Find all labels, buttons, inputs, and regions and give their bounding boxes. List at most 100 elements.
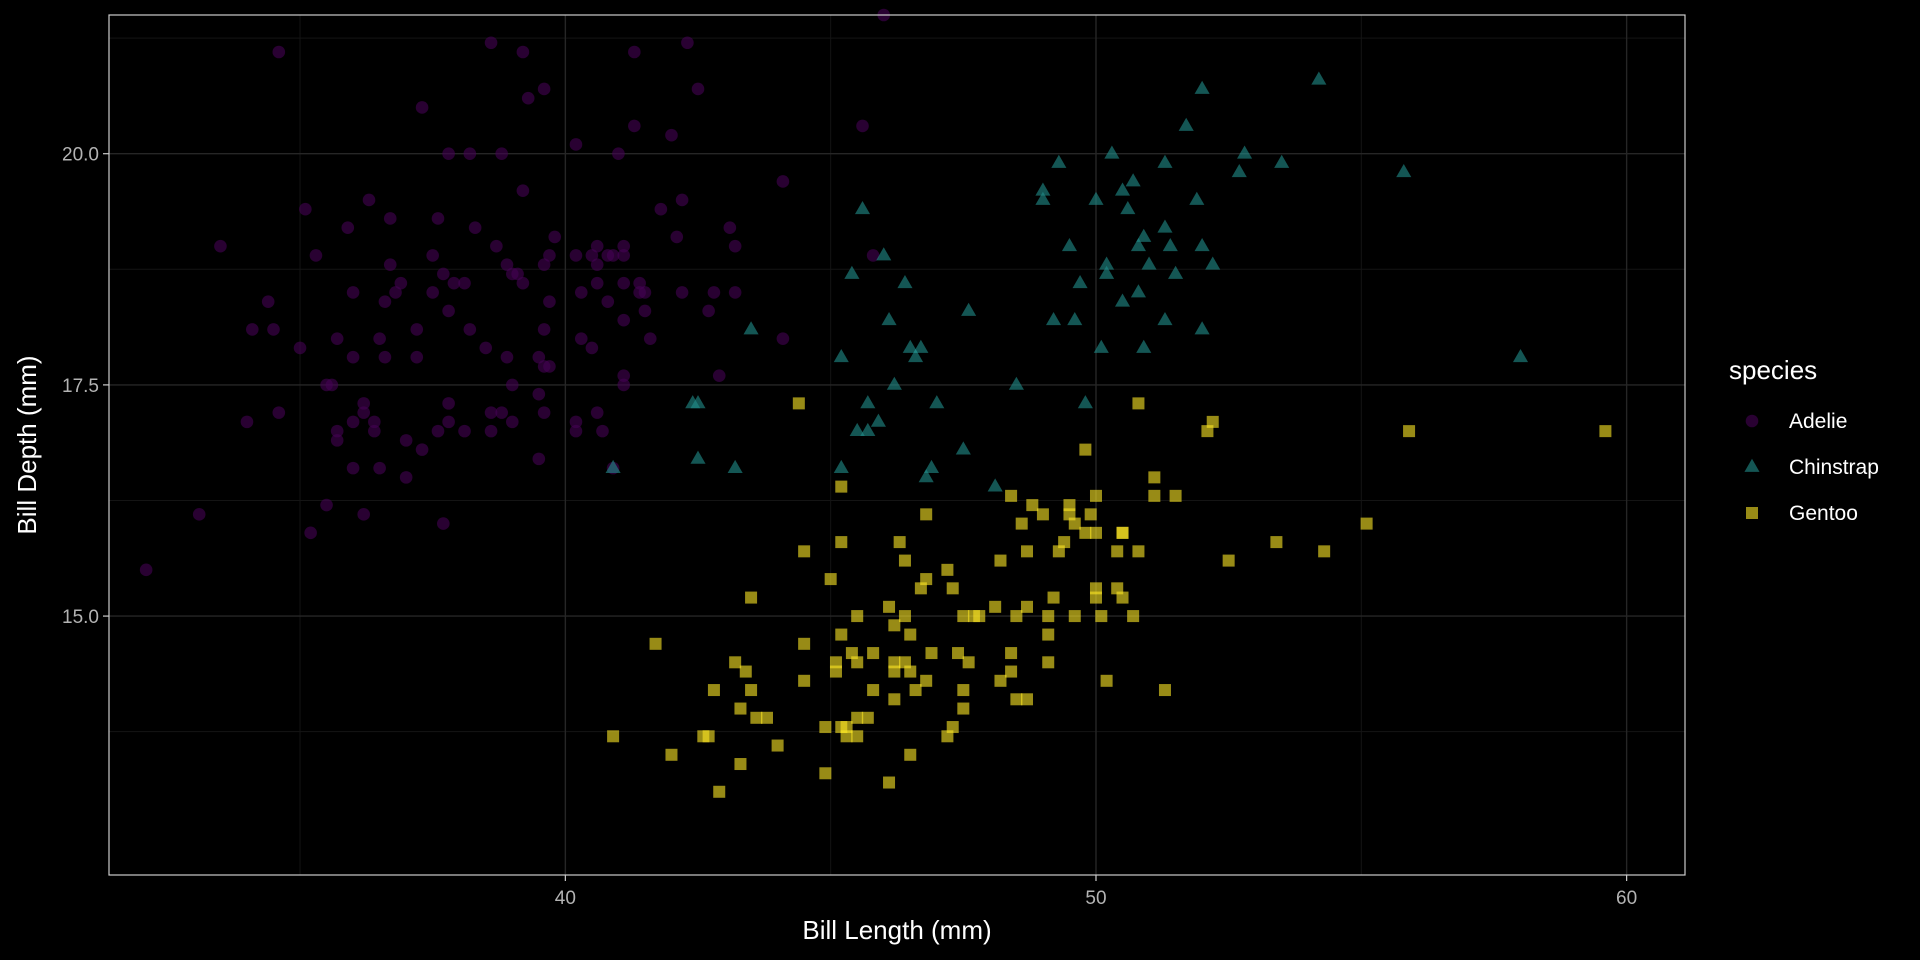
chinstrap-point [1194, 321, 1210, 335]
gentoo-point [1599, 425, 1612, 438]
gentoo-point [1089, 526, 1102, 539]
chinstrap-point [849, 422, 865, 437]
gentoo-point [898, 656, 911, 669]
adelie-point [601, 295, 615, 308]
gentoo-point [888, 619, 901, 632]
adelie-point [346, 461, 360, 475]
gentoo-point [1026, 499, 1039, 512]
adelie-point [569, 138, 583, 151]
gentoo-point [1068, 517, 1081, 530]
gentoo-point [1169, 489, 1182, 502]
chinstrap-point [743, 321, 759, 335]
adelie-point [373, 461, 386, 475]
adelie-point [532, 387, 546, 401]
gentoo-point [1015, 517, 1028, 530]
adelie-point [458, 276, 471, 290]
adelie-point [643, 332, 657, 345]
adelie-point [447, 276, 461, 290]
gentoo-point [1089, 591, 1102, 604]
gentoo-point [1148, 489, 1161, 502]
chinstrap-point [1114, 182, 1131, 196]
adelie-point [357, 406, 371, 419]
adelie-point [346, 350, 360, 364]
gentoo-point [713, 785, 726, 798]
chinstrap-point [1051, 154, 1067, 168]
y-axis-title: Bill Depth (mm) [12, 355, 42, 534]
adelie-point [320, 498, 333, 512]
gentoo-point [1111, 582, 1124, 595]
gentoo-point [883, 776, 896, 789]
adelie-point [463, 323, 477, 336]
gentoo-point [798, 637, 811, 650]
adelie-point [675, 286, 689, 299]
adelie-point [505, 378, 519, 392]
y-tick-label: 17.5 [62, 376, 99, 397]
adelie-point [585, 249, 599, 262]
gentoo-point [1201, 425, 1214, 438]
chinstrap-point [1072, 274, 1088, 289]
gentoo-point [1010, 693, 1023, 706]
chinstrap-point [1168, 265, 1184, 279]
adelie-point [330, 424, 344, 438]
gentoo-point [893, 536, 906, 549]
gentoo-point [946, 721, 959, 734]
chinstrap-point [1237, 145, 1253, 159]
chinstrap-point [1231, 164, 1247, 178]
adelie-point [389, 286, 402, 299]
gentoo-point [904, 748, 917, 761]
gentoo-point [888, 693, 901, 706]
legend-label: Chinstrap [1789, 456, 1879, 479]
gentoo-point [734, 758, 747, 771]
chinstrap-point [1194, 80, 1210, 94]
adelie-point [596, 424, 609, 438]
adelie-point [442, 415, 455, 429]
gentoo-point [941, 563, 954, 576]
legend-label: Gentoo [1789, 502, 1858, 525]
chinstrap-point [854, 200, 871, 215]
gentoo-point [1036, 508, 1049, 521]
gentoo-point [962, 656, 975, 669]
adelie-point [368, 424, 381, 438]
gentoo-point [1116, 591, 1129, 604]
adelie-point [543, 295, 556, 308]
chinstrap-point [1157, 219, 1173, 233]
x-axis-title: Bill Length (mm) [802, 915, 991, 945]
chinstrap-point [1512, 348, 1529, 363]
gentoo-point [771, 739, 784, 752]
adelie-point [426, 249, 439, 262]
adelie-point [712, 369, 726, 382]
gentoo-point [792, 397, 805, 410]
gentoo-point [760, 711, 773, 724]
gentoo-point [1068, 610, 1081, 623]
chinstrap-point [727, 459, 743, 474]
adelie-point [431, 212, 445, 225]
chinstrap-point [1157, 311, 1173, 326]
adelie-point [617, 378, 631, 392]
chinstrap-point [929, 395, 945, 409]
gentoo-point [665, 748, 678, 761]
chinstrap-point [605, 459, 621, 474]
chinstrap-point [1099, 256, 1115, 270]
gentoo-point [1021, 545, 1034, 558]
gentoo-point [994, 554, 1007, 567]
adelie-point [463, 147, 477, 161]
adelie-point [537, 406, 551, 419]
gentoo-point [957, 610, 970, 623]
adelie-point [240, 415, 254, 429]
gentoo-point [883, 600, 896, 613]
y-tick-label: 15.0 [62, 607, 99, 628]
adelie-point [516, 276, 530, 290]
gentoo-point [1148, 471, 1161, 484]
adelie-point [856, 119, 869, 133]
adelie-point [628, 119, 641, 133]
gentoo-point [649, 637, 662, 650]
adelie-point [490, 239, 503, 253]
legend-key-gentoo [1746, 507, 1758, 519]
gentoo-point [989, 600, 1002, 613]
adelie-point [691, 82, 705, 96]
adelie-point [516, 184, 530, 197]
gentoo-point [819, 721, 832, 734]
adelie-point [638, 304, 652, 318]
adelie-point [543, 360, 556, 373]
